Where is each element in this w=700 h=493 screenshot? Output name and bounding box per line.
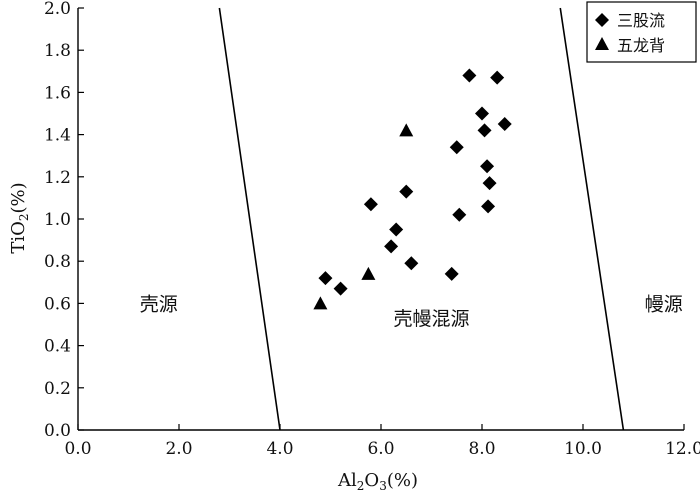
diamond-point — [318, 271, 333, 286]
diamond-point — [399, 184, 414, 199]
x-tick-label: 6.0 — [367, 439, 394, 459]
y-tick-label: 1.6 — [44, 83, 71, 103]
legend-box — [586, 1, 697, 63]
legend-diamond-icon — [595, 13, 609, 27]
legend-triangle-icon — [595, 37, 609, 50]
legend: 三股流 五龙背 — [586, 1, 697, 63]
region-label-2: 壳幔混源 — [393, 308, 469, 330]
diamond-point — [490, 70, 505, 85]
y-tick-label: 2.0 — [44, 0, 71, 19]
x-tick-label: 12.0 — [665, 439, 700, 459]
diamond-point — [477, 123, 492, 138]
triangle-point — [399, 123, 414, 137]
legend-label-sangu: 三股流 — [617, 11, 665, 30]
x-tick-label: 8.0 — [468, 439, 495, 459]
diamond-point — [363, 197, 378, 212]
diamond-point — [444, 266, 459, 281]
diamond-point — [462, 68, 477, 83]
boundary-line-2 — [559, 7, 625, 431]
x-tick-label: 4.0 — [266, 439, 293, 459]
x-tick-label: 2.0 — [165, 439, 192, 459]
diamond-point — [333, 281, 348, 296]
x-tick-label: 0.0 — [64, 439, 91, 459]
y-tick-label: 1.2 — [44, 168, 71, 188]
diamond-point — [480, 159, 495, 174]
diamond-point — [389, 222, 404, 237]
diamond-point — [497, 117, 512, 132]
x-axis-ticks: 0.0 2.0 4.0 6.0 8.0 10.0 12.0 — [64, 424, 700, 459]
diamond-point — [475, 106, 489, 121]
region-label-1: 壳源 — [140, 293, 178, 315]
region-label-3: 幔源 — [645, 293, 683, 315]
diamond-point — [404, 256, 419, 271]
y-tick-label: 0.0 — [44, 421, 71, 441]
y-tick-label: 0.6 — [44, 294, 71, 314]
diamond-point — [452, 207, 467, 222]
triangle-point — [361, 266, 376, 280]
diamond-point — [449, 140, 464, 155]
diamond-point — [482, 176, 497, 191]
y-tick-label: 1.0 — [44, 210, 71, 230]
boundary-line-1 — [218, 7, 281, 431]
y-tick-label: 1.8 — [44, 41, 71, 61]
legend-label-wulong: 五龙背 — [617, 36, 665, 55]
triangle-point — [313, 296, 328, 310]
y-tick-label: 0.2 — [44, 379, 71, 399]
x-axis-title: Al2O3(%) — [337, 470, 418, 493]
data-points — [313, 68, 512, 310]
y-tick-label: 0.8 — [44, 252, 71, 272]
y-tick-label: 1.4 — [44, 126, 71, 146]
diamond-point — [481, 199, 496, 214]
y-tick-label: 0.4 — [44, 337, 71, 357]
y-axis-title: TiO2(%) — [8, 182, 31, 253]
diamond-point — [384, 239, 399, 254]
boundary-lines — [218, 7, 625, 431]
x-tick-label: 10.0 — [564, 439, 602, 459]
y-axis-ticks: 0.0 0.2 0.4 0.6 0.8 1.0 1.2 1.4 1.6 1.8 2.0 — [44, 0, 84, 441]
